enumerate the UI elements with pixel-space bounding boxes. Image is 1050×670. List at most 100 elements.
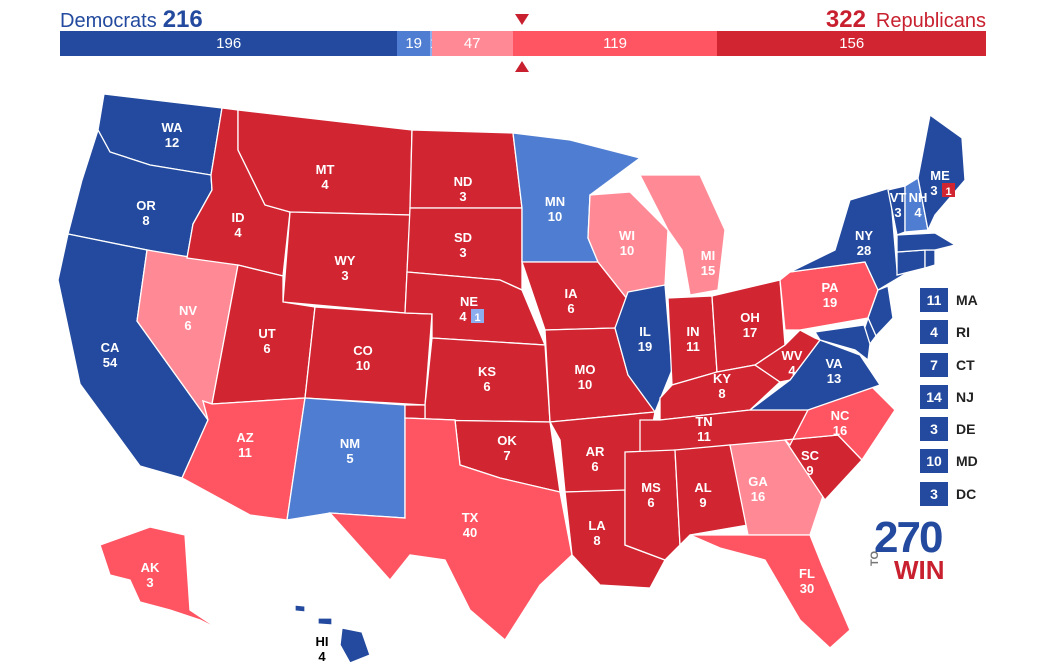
- state-label-ca: CA: [101, 340, 120, 355]
- small-state-ev[interactable]: 10: [920, 449, 948, 474]
- state-ev-ca: 54: [103, 355, 118, 370]
- state-ev-ky: 8: [718, 386, 725, 401]
- state-ev-ny: 28: [857, 243, 871, 258]
- state-ev-vt: 3: [894, 205, 901, 220]
- state-ev-ks: 6: [483, 379, 490, 394]
- logo-win: WIN: [894, 555, 945, 585]
- state-ev-tx: 40: [463, 525, 477, 540]
- state-al[interactable]: [674, 444, 749, 547]
- small-state-name: MA: [956, 292, 978, 308]
- state-ev-oh: 17: [743, 325, 757, 340]
- bar-segment-lean-dem: 1: [430, 31, 432, 56]
- state-ev-nm: 5: [346, 451, 353, 466]
- state-wv[interactable]: [753, 329, 822, 383]
- state-ev-in: 11: [686, 339, 700, 354]
- state-label-nc: NC: [831, 408, 850, 423]
- state-ev-ak: 3: [146, 575, 153, 590]
- state-label-oh: OH: [740, 310, 760, 325]
- electoral-vote-bar: 19619147119156: [60, 31, 986, 56]
- state-label-pa: PA: [821, 280, 839, 295]
- majority-marker-top: [515, 14, 529, 25]
- state-label-il: IL: [639, 324, 651, 339]
- small-state-name: CT: [956, 356, 975, 373]
- state-il[interactable]: [614, 284, 673, 414]
- small-state-name: DC: [956, 485, 977, 502]
- small-state-ev[interactable]: 11: [920, 288, 948, 312]
- state-ev-wv: 4: [788, 363, 796, 378]
- state-ev-sc: 9: [806, 463, 813, 478]
- state-label-ny: NY: [855, 228, 873, 243]
- state-label-ut: UT: [258, 326, 275, 341]
- small-state-name: NJ: [956, 388, 974, 405]
- state-fl[interactable]: [689, 534, 851, 649]
- state-label-tx: TX: [462, 510, 479, 525]
- state-ct[interactable]: [896, 249, 926, 276]
- small-state-ev[interactable]: 3: [920, 481, 948, 506]
- state-hi[interactable]: [294, 604, 371, 664]
- state-ev-wy: 3: [341, 268, 348, 283]
- state-ev-wa: 12: [165, 135, 179, 150]
- small-state-name: MD: [956, 453, 978, 470]
- democrats-tally: Democrats 216: [60, 6, 203, 34]
- state-ev-mt: 4: [321, 177, 329, 192]
- state-ev-ms: 6: [647, 495, 654, 510]
- bar-segment-likely-dem: 19: [397, 31, 431, 56]
- state-ev-nc: 16: [833, 423, 847, 438]
- state-ev-sd: 3: [459, 245, 466, 260]
- majority-marker-bottom: [515, 61, 529, 72]
- small-state-ev[interactable]: 4: [920, 320, 948, 345]
- district-box-me[interactable]: [942, 183, 955, 197]
- small-state-name: DE: [956, 421, 976, 438]
- small-state-ev[interactable]: 3: [920, 417, 948, 442]
- state-ev-or: 8: [142, 213, 149, 228]
- state-ev-ar: 6: [591, 459, 598, 474]
- state-ms[interactable]: [624, 449, 681, 561]
- state-label-in: IN: [687, 324, 700, 339]
- state-me[interactable]: [917, 113, 966, 233]
- state-ev-mn: 10: [548, 209, 562, 224]
- state-ev-ne: 4: [459, 309, 467, 324]
- state-label-mo: MO: [575, 362, 596, 377]
- state-label-wi: WI: [619, 228, 635, 243]
- district-box-ne[interactable]: [471, 309, 484, 323]
- state-ri[interactable]: [924, 249, 936, 269]
- state-label-mn: MN: [545, 194, 565, 209]
- state-label-sd: SD: [454, 230, 472, 245]
- state-label-wa: WA: [162, 120, 184, 135]
- bar-segment-safe-dem: 196: [60, 31, 398, 56]
- state-ev-me: 3: [930, 183, 937, 198]
- state-label-me: ME: [930, 168, 950, 183]
- state-ev-va: 13: [827, 371, 841, 386]
- small-state-ev[interactable]: 14: [920, 384, 948, 409]
- state-ev-tn: 11: [697, 429, 711, 444]
- state-ev-fl: 30: [800, 581, 814, 596]
- state-label-wv: WV: [782, 348, 803, 363]
- state-mi[interactable]: [638, 174, 726, 296]
- state-label-ak: AK: [141, 560, 160, 575]
- state-ev-ut: 6: [263, 341, 270, 356]
- small-state-ev[interactable]: 7: [920, 352, 948, 377]
- state-ev-az: 11: [238, 445, 252, 460]
- state-ak[interactable]: [99, 526, 241, 641]
- state-ev-nv: 6: [184, 318, 191, 333]
- state-ev-ia: 6: [567, 301, 574, 316]
- state-md[interactable]: [813, 324, 871, 362]
- state-ev-wi: 10: [620, 243, 634, 258]
- state-ma[interactable]: [896, 232, 957, 253]
- state-label-ms: MS: [641, 480, 661, 495]
- state-label-id: ID: [232, 210, 245, 225]
- state-ev-nh: 4: [914, 205, 922, 220]
- state-label-wy: WY: [335, 253, 356, 268]
- state-label-nm: NM: [340, 436, 360, 451]
- state-label-nh: NH: [909, 190, 928, 205]
- state-ev-mo: 10: [578, 377, 592, 392]
- state-label-az: AZ: [236, 430, 253, 445]
- small-state-name: RI: [956, 324, 970, 341]
- state-tx[interactable]: [328, 417, 573, 641]
- district-ev-me: 1: [945, 186, 951, 198]
- state-nj[interactable]: [867, 285, 894, 338]
- state-co[interactable]: [304, 306, 433, 406]
- state-label-fl: FL: [799, 566, 815, 581]
- state-label-ga: GA: [748, 474, 768, 489]
